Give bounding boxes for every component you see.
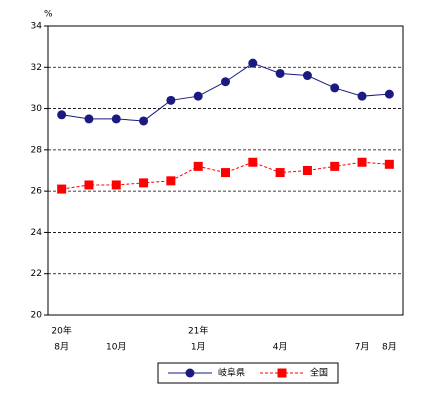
y-tick-label: 34 <box>31 22 43 32</box>
data-point <box>384 89 394 99</box>
data-point <box>84 114 94 124</box>
legend-label: 全国 <box>310 367 328 379</box>
data-point <box>139 116 149 126</box>
data-point <box>139 178 149 188</box>
y-tick-label: 24 <box>31 228 43 238</box>
data-point <box>248 58 258 68</box>
data-point <box>330 83 340 93</box>
data-point <box>193 91 203 101</box>
data-point <box>248 157 258 167</box>
x-tick-label: 10月 <box>106 342 126 353</box>
y-tick-label: 32 <box>31 63 42 73</box>
data-point <box>84 180 94 190</box>
x-year-label: 20年 <box>51 325 71 337</box>
legend-marker <box>277 368 287 378</box>
y-tick-label: 22 <box>31 269 42 279</box>
y-tick-label: 28 <box>31 145 43 155</box>
data-point <box>166 176 176 186</box>
x-tick-label: 7月 <box>355 342 370 353</box>
data-point <box>330 161 340 171</box>
legend <box>157 362 339 384</box>
y-tick-label: 26 <box>31 187 43 197</box>
data-point <box>221 77 230 87</box>
x-year-label: 21年 <box>188 325 208 337</box>
data-point <box>302 71 312 81</box>
x-tick-label: 8月 <box>382 342 397 353</box>
data-point <box>357 157 367 167</box>
x-tick-label: 1月 <box>191 342 206 353</box>
data-point <box>111 180 121 190</box>
y-tick-label: 30 <box>31 104 43 114</box>
data-point <box>57 110 67 120</box>
data-point <box>384 159 394 169</box>
unit-label: % <box>44 10 53 20</box>
legend-marker <box>185 368 195 378</box>
data-point <box>111 114 121 124</box>
y-tick-label: 20 <box>31 311 43 321</box>
data-point <box>275 68 285 78</box>
plot-area <box>47 25 404 316</box>
data-point <box>57 184 67 194</box>
legend-label: 岐阜県 <box>218 367 245 379</box>
data-point <box>275 168 285 178</box>
data-point <box>166 95 176 105</box>
data-point <box>221 168 230 178</box>
data-point <box>357 91 367 101</box>
x-tick-label: 8月 <box>54 342 69 353</box>
data-point <box>193 161 203 171</box>
data-point <box>302 166 312 175</box>
x-tick-label: 4月 <box>273 342 288 353</box>
series-line <box>61 62 390 122</box>
